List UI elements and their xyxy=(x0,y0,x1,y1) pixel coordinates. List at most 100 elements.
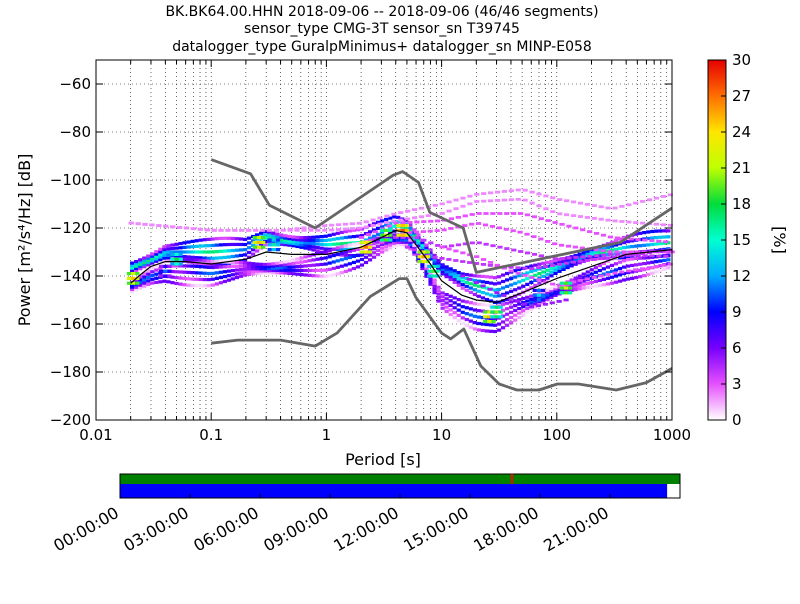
heatmap-outlier-cell xyxy=(529,267,535,271)
heatmap-cell xyxy=(246,250,252,255)
data-availability-timeline: 00:00:0003:00:0006:00:0009:00:0012:00:00… xyxy=(50,473,681,555)
heatmap-outlier-cell xyxy=(342,222,349,226)
heatmap-cell xyxy=(545,260,550,264)
heatmap-cell xyxy=(400,243,405,247)
heatmap-cell xyxy=(605,282,611,286)
heatmap-cell xyxy=(190,277,195,281)
heatmap-cell xyxy=(388,226,393,230)
heatmap-cell xyxy=(351,234,357,239)
heatmap-cell xyxy=(642,261,647,266)
heatmap-cell xyxy=(271,264,276,268)
heatmap-cell xyxy=(408,233,413,237)
heatmap-cell xyxy=(218,262,223,266)
heatmap-outlier-cell xyxy=(524,232,530,236)
heatmap-cell xyxy=(537,272,542,276)
heatmap-cell xyxy=(146,272,151,276)
heatmap-outlier-cell xyxy=(488,191,494,195)
heatmap-cell xyxy=(339,236,344,240)
heatmap-cell xyxy=(186,258,191,262)
heatmap-cell xyxy=(480,296,486,300)
heatmap-outlier-cell xyxy=(556,262,563,266)
heatmap-cell xyxy=(444,301,449,305)
heatmap-cell xyxy=(154,252,159,256)
heatmap-cell xyxy=(621,259,627,263)
heatmap-cell xyxy=(500,299,506,303)
heatmap-cell xyxy=(246,236,252,240)
heatmap-cell xyxy=(375,240,381,244)
heatmap-outlier-cell xyxy=(446,247,452,251)
heatmap-cell xyxy=(303,259,308,264)
heatmap-cell xyxy=(315,238,320,243)
heatmap-outlier-cell xyxy=(322,228,328,232)
heatmap-cell xyxy=(134,262,139,266)
heatmap-cell xyxy=(198,284,203,288)
heatmap-outlier-cell xyxy=(462,242,468,246)
heatmap-outlier-cell xyxy=(579,246,585,250)
heatmap-cell xyxy=(658,268,663,273)
heatmap-cell xyxy=(440,265,445,269)
heatmap-cell xyxy=(513,281,518,286)
heatmap-cell xyxy=(283,243,288,247)
heatmap-cell xyxy=(275,232,280,236)
heatmap-cell xyxy=(605,265,611,269)
heatmap-cell xyxy=(315,268,320,272)
heatmap-cell xyxy=(577,254,582,258)
heatmap-cell xyxy=(283,260,288,264)
heatmap-outlier-cell xyxy=(455,243,462,247)
heatmap-outlier-cell xyxy=(605,218,611,222)
heatmap-outlier-cell xyxy=(543,207,549,211)
heatmap-cell xyxy=(464,317,469,322)
heatmap-cell xyxy=(509,315,514,320)
heatmap-hot-cell xyxy=(427,264,432,268)
heatmap-cell xyxy=(275,235,280,239)
heatmap-cell xyxy=(291,272,296,276)
heatmap-cell xyxy=(464,288,469,292)
heatmap-cell xyxy=(452,316,457,320)
heatmap-cell xyxy=(408,238,413,242)
heatmap-outlier-cell xyxy=(428,241,434,245)
heatmap-cell xyxy=(662,229,667,233)
heatmap-cell xyxy=(428,250,433,254)
heatmap-cell xyxy=(154,268,159,272)
heatmap-cell xyxy=(440,263,445,267)
heatmap-outlier-cell xyxy=(391,212,397,216)
heatmap-cell xyxy=(154,280,159,285)
heatmap-hot-cell xyxy=(379,228,385,232)
heatmap-outlier-cell xyxy=(474,255,480,259)
heatmap-cell xyxy=(198,258,203,262)
heatmap-cell xyxy=(500,273,506,277)
heatmap-cell xyxy=(613,274,619,278)
heatmap-cell xyxy=(597,248,602,252)
heatmap-hot-cell xyxy=(363,245,368,249)
heatmap-cell xyxy=(138,258,143,262)
heatmap-outlier-cell xyxy=(633,201,639,205)
heatmap-cell xyxy=(521,309,526,313)
heatmap-cell xyxy=(525,306,530,310)
heatmap-cell xyxy=(210,243,215,248)
heatmap-hot-cell xyxy=(131,281,136,285)
heatmap-cell xyxy=(545,276,550,280)
heatmap-cell xyxy=(315,263,320,267)
heatmap-cell xyxy=(444,297,449,301)
heatmap-cell xyxy=(190,239,195,243)
heatmap-cell xyxy=(242,242,248,247)
heatmap-hot-cell xyxy=(487,320,492,324)
heatmap-cell xyxy=(194,277,199,281)
heatmap-cell xyxy=(287,241,292,245)
heatmap-cell xyxy=(404,242,409,247)
heatmap-hot-cell xyxy=(271,243,276,247)
heatmap-cell xyxy=(150,259,155,263)
heatmap-cell xyxy=(255,249,260,253)
heatmap-cell xyxy=(630,239,635,243)
heatmap-cell xyxy=(658,259,663,263)
heatmap-hot-cell xyxy=(396,224,401,228)
heatmap-cell xyxy=(343,253,348,257)
heatmap-outlier-cell xyxy=(545,219,551,222)
heatmap-cell xyxy=(448,312,453,317)
heatmap-cell xyxy=(210,271,215,275)
heatmap-hot-cell xyxy=(131,272,136,276)
heatmap-outlier-cell xyxy=(621,250,627,254)
heatmap-cell xyxy=(593,270,598,274)
heatmap-cell xyxy=(259,238,264,243)
y-tick-label: −120 xyxy=(50,219,91,237)
